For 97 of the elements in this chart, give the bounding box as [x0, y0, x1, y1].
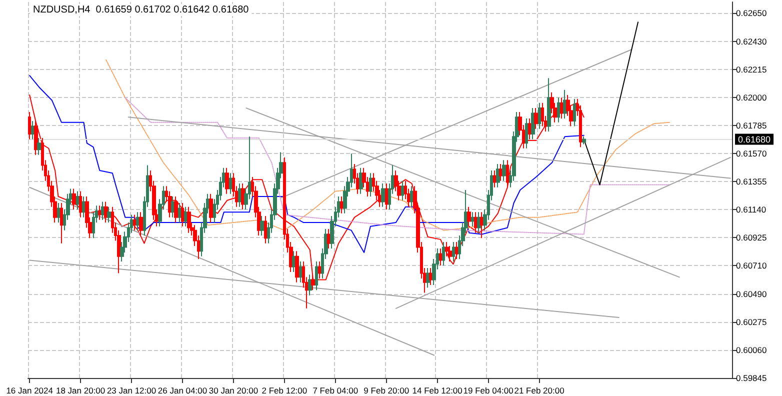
- candlestick: [209, 193, 213, 224]
- line-series: [124, 97, 670, 235]
- candlestick: [426, 268, 430, 288]
- candlestick: [98, 205, 101, 220]
- candlestick: [439, 248, 442, 266]
- y-tick-label: 0.61140: [736, 204, 766, 215]
- candlestick: [573, 98, 576, 127]
- candlestick: [187, 206, 191, 234]
- y-tick-label: 0.60060: [736, 345, 767, 356]
- candlestick: [184, 206, 187, 227]
- candlestick: [560, 97, 563, 119]
- candlestick: [582, 136, 586, 145]
- candlestick: [455, 242, 458, 260]
- candlestick: [72, 188, 76, 210]
- candlestick: [502, 160, 506, 182]
- candlestick: [136, 212, 140, 231]
- y-tick-label: 0.61355: [736, 176, 767, 187]
- candlestick: [178, 202, 181, 224]
- candlestick: [133, 214, 136, 231]
- candlestick: [359, 167, 363, 194]
- ref-line-label: 0.61680: [738, 134, 771, 144]
- candlestick: [79, 190, 82, 218]
- candlestick: [60, 202, 63, 244]
- candlestick: [534, 108, 538, 130]
- candlestick: [264, 216, 267, 244]
- y-tick-label: 0.62215: [736, 64, 767, 75]
- candlestick: [557, 97, 560, 123]
- x-tick-label: 7 Feb 04:00: [312, 386, 358, 396]
- candlestick: [385, 182, 388, 210]
- candlestick: [528, 118, 531, 140]
- candlestick: [229, 172, 232, 194]
- line-series: [29, 75, 584, 253]
- candlestick: [181, 202, 184, 227]
- y-tick-label: 0.62430: [736, 36, 767, 47]
- candlestick: [107, 206, 111, 224]
- candlestick: [525, 118, 528, 149]
- y-tick-label: 0.60925: [736, 232, 767, 242]
- y-tick-label: 0.61570: [736, 148, 767, 159]
- candlestick: [531, 108, 535, 140]
- candlestick: [308, 274, 312, 296]
- candlestick: [82, 196, 85, 218]
- x-tick-label: 16 Jan 2024: [6, 386, 54, 396]
- candlestick: [477, 212, 481, 234]
- y-tick-label: 0.59845: [736, 373, 767, 383]
- y-tick-label: 0.61785: [736, 120, 767, 131]
- x-tick-label: 30 Jan 20:00: [208, 386, 258, 396]
- candlestick: [260, 216, 264, 236]
- candlestick: [28, 111, 31, 140]
- candlestick: [442, 242, 445, 266]
- candlestick: [563, 89, 567, 119]
- candlestick: [538, 102, 541, 130]
- candlestick: [76, 190, 79, 210]
- candlestick: [467, 206, 471, 227]
- candlestick: [448, 245, 452, 262]
- candlestick: [327, 228, 331, 250]
- x-tick-label: 9 Feb 20:00: [364, 386, 410, 396]
- candlestick: [37, 137, 41, 156]
- candlestick: [139, 212, 143, 236]
- x-tick-label: 23 Jan 12:00: [106, 386, 156, 396]
- candlestick: [547, 78, 551, 132]
- x-tick-label: 26 Jan 04:00: [158, 386, 208, 396]
- candlestick: [471, 212, 474, 227]
- candlestick: [295, 250, 299, 283]
- y-tick-label: 0.60275: [736, 317, 767, 328]
- candlestick: [496, 163, 500, 188]
- x-tick-label: 14 Feb 12:00: [412, 386, 463, 396]
- candlestick: [452, 242, 455, 262]
- candlestick: [340, 196, 344, 214]
- y-tick-label: 0.60710: [736, 260, 767, 270]
- x-tick-label: 19 Feb 04:00: [463, 386, 514, 396]
- line-series: [106, 59, 670, 231]
- candlestick: [104, 201, 108, 224]
- x-tick-label: 21 Feb 20:00: [514, 386, 565, 396]
- candlestick: [315, 261, 318, 291]
- candlestick: [480, 212, 484, 239]
- candlestick: [474, 212, 477, 234]
- y-tick-label: 0.60490: [736, 289, 767, 300]
- candlestick: [174, 196, 178, 224]
- candlestick: [101, 201, 105, 220]
- candlestick: [506, 160, 509, 188]
- candlestick: [241, 182, 245, 210]
- candlestick: [57, 202, 60, 224]
- candlestick: [299, 261, 302, 283]
- y-tick-label: 0.62650: [736, 8, 767, 18]
- candlestick: [225, 167, 229, 194]
- candlestick: [34, 120, 38, 156]
- candlestick: [493, 170, 496, 188]
- candlestick: [381, 182, 385, 208]
- candlestick: [429, 268, 433, 286]
- y-tick-label: 0.62000: [736, 92, 767, 103]
- chart-title: NZDUSD,H4 0.61659 0.61702 0.61642 0.61680: [33, 4, 250, 16]
- candlestick: [369, 172, 372, 198]
- x-tick-label: 2 Feb 12:00: [262, 386, 308, 396]
- candlestick: [31, 120, 35, 140]
- candlestick: [499, 163, 503, 182]
- candlestick: [401, 180, 404, 201]
- x-tick-label: 18 Jan 20:00: [56, 386, 106, 396]
